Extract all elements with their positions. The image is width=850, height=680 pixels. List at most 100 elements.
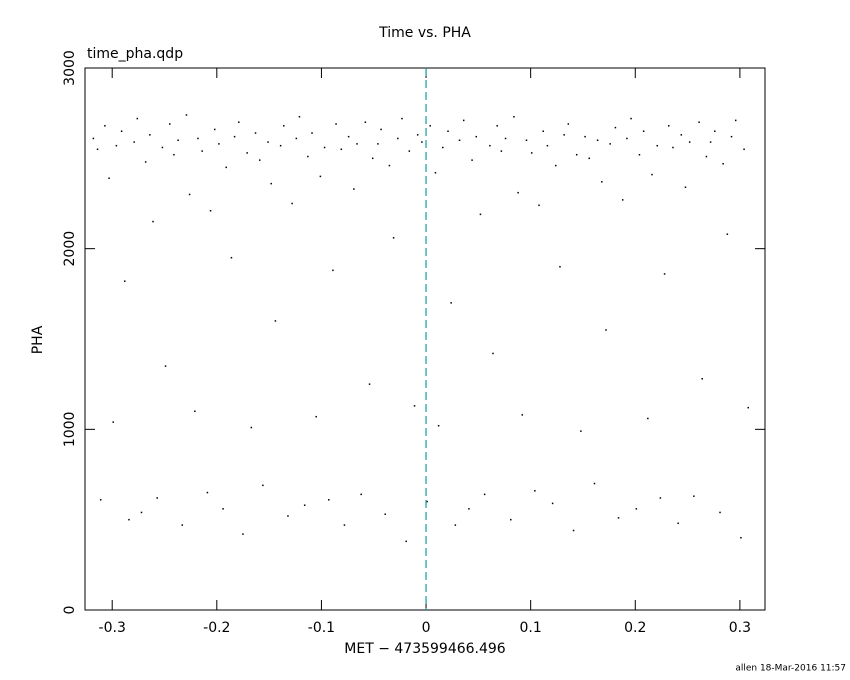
point bbox=[551, 502, 554, 505]
point bbox=[270, 182, 272, 185]
point bbox=[315, 415, 317, 418]
point bbox=[714, 130, 716, 132]
point bbox=[112, 421, 114, 423]
point bbox=[513, 116, 515, 118]
point bbox=[500, 150, 503, 152]
point bbox=[206, 491, 209, 494]
point bbox=[588, 157, 590, 160]
plot-frame bbox=[84, 67, 766, 611]
point bbox=[307, 155, 309, 158]
footer: allen 18-Mar-2016 11:57 bbox=[735, 664, 846, 674]
point bbox=[319, 175, 322, 178]
point bbox=[303, 504, 306, 506]
point bbox=[377, 143, 379, 145]
point bbox=[185, 114, 188, 116]
point bbox=[605, 329, 607, 331]
point bbox=[347, 135, 350, 138]
point bbox=[630, 117, 632, 120]
point bbox=[267, 141, 269, 143]
point bbox=[429, 125, 431, 127]
point bbox=[614, 126, 617, 129]
point bbox=[567, 123, 570, 125]
point bbox=[701, 377, 703, 380]
point bbox=[510, 518, 512, 521]
point bbox=[572, 529, 575, 532]
point bbox=[225, 166, 227, 169]
point bbox=[353, 188, 355, 190]
point bbox=[642, 130, 645, 132]
point bbox=[668, 125, 670, 127]
point bbox=[483, 493, 486, 496]
y-tick-label: 3000 bbox=[62, 50, 78, 86]
point bbox=[680, 134, 683, 136]
point bbox=[677, 522, 679, 525]
point bbox=[218, 143, 220, 145]
point bbox=[279, 144, 282, 147]
point bbox=[437, 424, 440, 427]
point bbox=[672, 146, 674, 149]
point bbox=[332, 269, 334, 272]
point bbox=[168, 123, 171, 125]
point bbox=[188, 193, 191, 196]
point bbox=[120, 130, 123, 132]
chart-title: Time vs. PHA bbox=[378, 25, 471, 41]
point bbox=[596, 139, 599, 142]
point bbox=[368, 383, 371, 385]
point bbox=[413, 405, 416, 407]
point bbox=[656, 144, 658, 147]
chart-subtitle: time_pha.qdp bbox=[87, 46, 183, 62]
point bbox=[496, 125, 498, 127]
point bbox=[740, 536, 742, 539]
point bbox=[705, 155, 708, 158]
y-axis-label: PHA bbox=[30, 325, 46, 354]
point bbox=[397, 137, 399, 140]
point bbox=[693, 495, 695, 497]
point bbox=[450, 302, 452, 304]
point bbox=[144, 161, 147, 163]
point bbox=[343, 524, 346, 526]
point bbox=[274, 320, 277, 322]
point bbox=[287, 515, 289, 517]
point bbox=[734, 119, 737, 122]
point bbox=[471, 159, 473, 161]
y-tick-label: 0 bbox=[62, 606, 78, 615]
point bbox=[173, 153, 175, 156]
point bbox=[380, 128, 382, 131]
point bbox=[213, 128, 216, 131]
x-tick-label: 0 bbox=[422, 620, 431, 636]
point bbox=[416, 134, 419, 136]
point bbox=[258, 159, 261, 161]
point bbox=[709, 141, 712, 143]
point bbox=[504, 137, 507, 140]
point bbox=[698, 121, 700, 123]
x-tick-label: -0.2 bbox=[203, 620, 230, 636]
point bbox=[262, 484, 264, 487]
point bbox=[238, 121, 240, 123]
point bbox=[194, 410, 196, 413]
point bbox=[726, 233, 729, 235]
point bbox=[298, 116, 301, 118]
point bbox=[743, 148, 745, 151]
point bbox=[684, 186, 687, 188]
point bbox=[454, 524, 457, 526]
x-tick-label: -0.1 bbox=[308, 620, 335, 636]
point bbox=[421, 141, 423, 143]
point bbox=[638, 153, 641, 156]
point bbox=[492, 352, 494, 355]
point bbox=[364, 121, 367, 123]
point bbox=[462, 119, 465, 122]
point bbox=[149, 134, 151, 136]
y-tick-label: 1000 bbox=[62, 412, 78, 448]
point bbox=[356, 143, 358, 145]
point bbox=[542, 130, 544, 132]
point bbox=[719, 511, 721, 514]
point bbox=[295, 137, 298, 140]
point bbox=[222, 508, 224, 510]
point bbox=[392, 237, 395, 239]
point bbox=[250, 426, 253, 429]
point bbox=[621, 199, 624, 201]
point bbox=[609, 143, 611, 145]
point bbox=[584, 135, 586, 138]
point bbox=[525, 139, 528, 142]
